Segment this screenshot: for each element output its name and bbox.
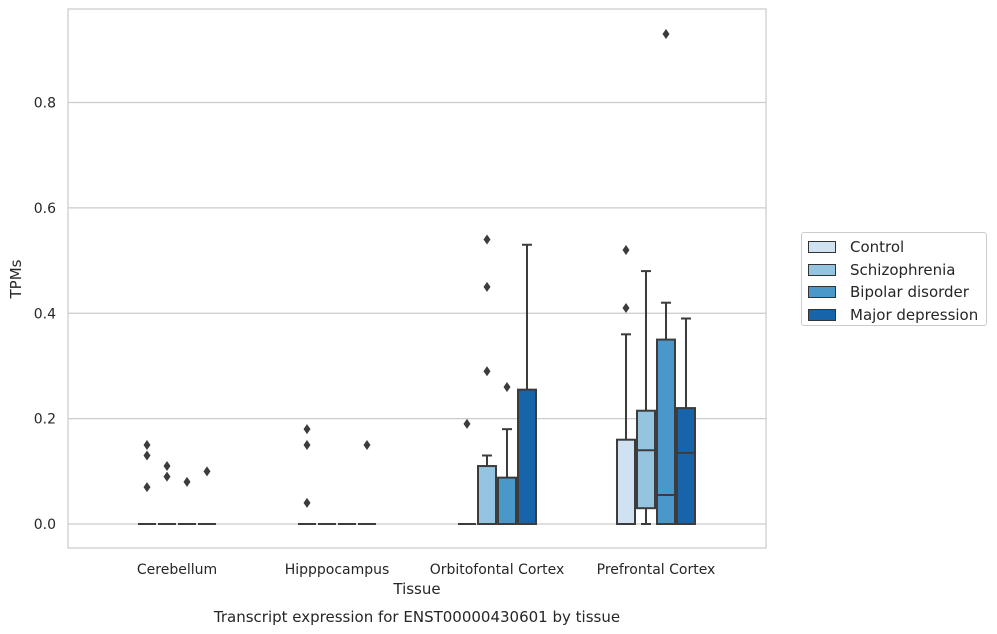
- box-group: [636, 270, 656, 525]
- outlier-point: [363, 439, 371, 450]
- box: [676, 407, 696, 525]
- outlier-point: [143, 439, 151, 450]
- outlier-point: [163, 471, 171, 482]
- box: [497, 476, 517, 526]
- outlier-point: [143, 450, 151, 461]
- legend: Control Schizophrenia Bipolar disorder M…: [801, 232, 987, 326]
- box: [616, 438, 636, 526]
- y-tick-label: 0.0: [34, 517, 56, 533]
- x-axis-label: Tissue: [392, 580, 440, 598]
- outlier-point: [622, 302, 630, 313]
- x-tick-label: Cerebellum: [137, 562, 217, 578]
- plot-frame: [67, 8, 767, 549]
- legend-label-control: Control: [850, 238, 905, 257]
- box-group: [458, 418, 476, 525]
- boxes: [138, 29, 696, 526]
- outlier-point: [622, 245, 630, 256]
- outlier-point: [463, 418, 471, 429]
- outlier-point: [483, 281, 491, 292]
- box: [517, 388, 537, 525]
- legend-swatch-control: [808, 241, 836, 254]
- y-tick-label: 0.6: [34, 201, 56, 217]
- outlier-point: [662, 29, 670, 40]
- outlier-point: [303, 424, 311, 435]
- y-axis-label: TPMs: [7, 259, 25, 299]
- outlier-point: [483, 234, 491, 245]
- x-tick-label: Prefrontal Cortex: [597, 562, 716, 578]
- chart-title: Transcript expression for ENST0000043060…: [213, 608, 620, 626]
- box: [656, 338, 676, 525]
- legend-item-bipolar-disorder: Bipolar disorder: [808, 281, 986, 304]
- legend-label-bipolar-disorder: Bipolar disorder: [850, 283, 969, 302]
- legend-swatch-major-depression: [808, 308, 836, 321]
- outlier-point: [303, 497, 311, 508]
- legend-item-schizophrenia: Schizophrenia: [808, 259, 986, 282]
- box-group: [497, 382, 517, 526]
- box-group: [676, 317, 696, 525]
- legend-item-major-depression: Major depression: [808, 304, 986, 327]
- outlier-point: [503, 382, 511, 393]
- box-group: [138, 439, 156, 525]
- box-group: [358, 439, 376, 525]
- legend-label-schizophrenia: Schizophrenia: [850, 260, 956, 279]
- outlier-point: [183, 476, 191, 487]
- outlier-point: [303, 439, 311, 450]
- x-tick-labels: Cerebellum Hipppocampus Orbitofontal Corte…: [137, 562, 715, 578]
- outlier-point: [163, 461, 171, 472]
- y-tick-label: 0.8: [34, 96, 56, 112]
- outlier-point: [203, 466, 211, 477]
- y-tick-labels: 0.0 0.2 0.4 0.6 0.8: [34, 96, 56, 534]
- legend-swatch-schizophrenia: [808, 263, 836, 276]
- box-group: [178, 476, 196, 525]
- x-tick-label: Orbitofontal Cortex: [430, 562, 565, 578]
- box-group: [616, 245, 636, 526]
- y-tick-label: 0.2: [34, 412, 56, 428]
- box: [477, 465, 497, 526]
- outlier-point: [483, 366, 491, 377]
- box-group: [656, 29, 676, 525]
- y-tick-label: 0.4: [34, 306, 56, 322]
- box-group: [158, 461, 176, 525]
- legend-swatch-bipolar-disorder: [808, 286, 836, 299]
- box-group: [198, 466, 216, 525]
- box-group: [477, 234, 497, 526]
- box-group: [517, 243, 537, 525]
- box: [636, 409, 656, 510]
- legend-label-major-depression: Major depression: [850, 305, 979, 324]
- outlier-point: [143, 482, 151, 493]
- x-tick-label: Hipppocampus: [285, 562, 390, 578]
- legend-item-control: Control: [808, 236, 986, 259]
- box-group: [298, 424, 316, 525]
